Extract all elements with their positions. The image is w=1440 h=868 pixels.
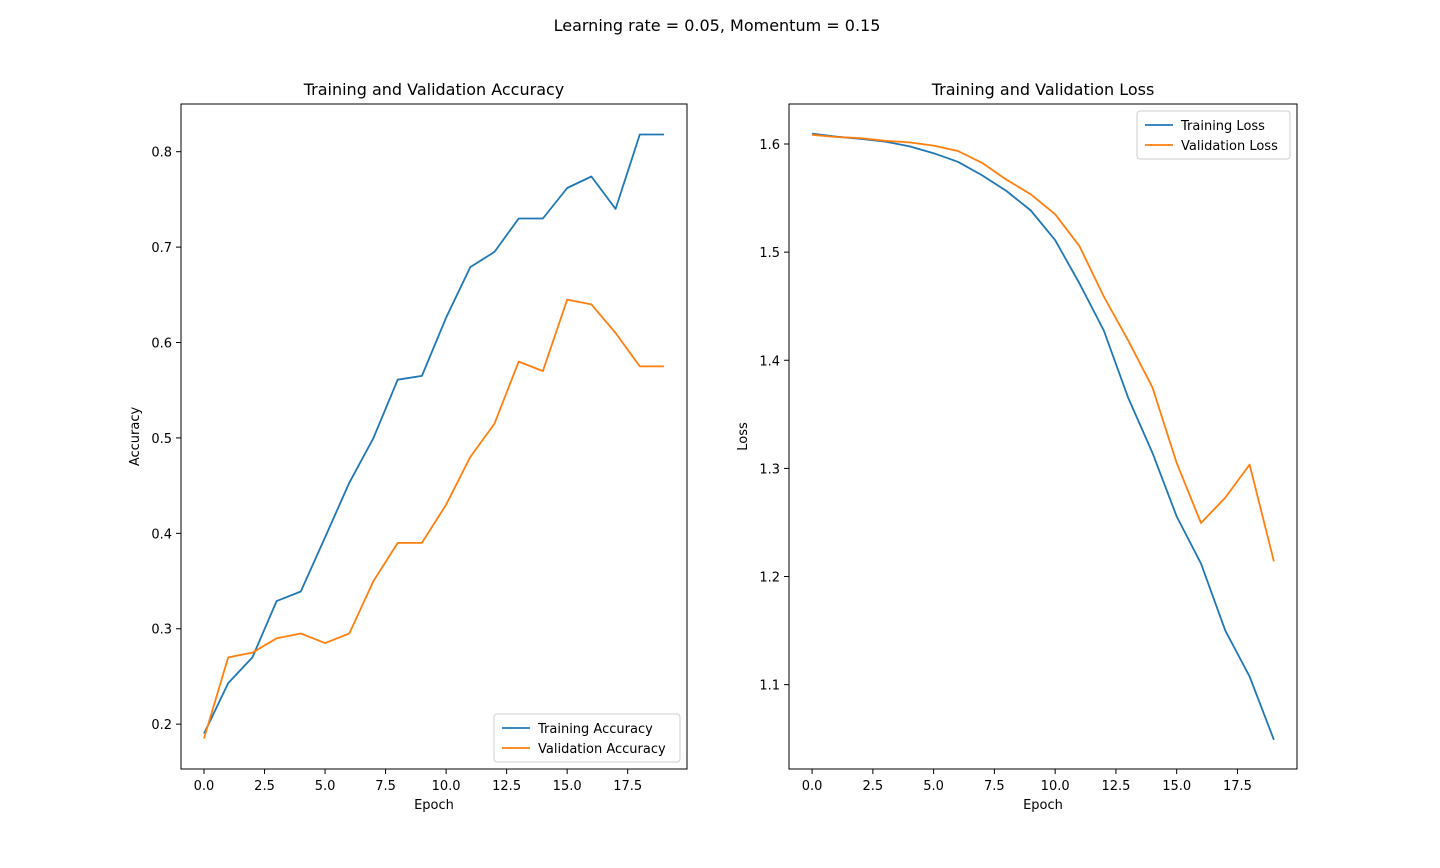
- x-tick-label: 10.0: [1041, 779, 1070, 794]
- chart-2: Training and Validation Loss 0.0 2.5 5.0 7.5…: [736, 80, 1298, 813]
- x-axis-label: Epoch: [414, 798, 454, 813]
- series-line: [812, 133, 1275, 562]
- y-tick-label: 1.2: [759, 571, 780, 586]
- series-line: [203, 298, 664, 739]
- x-tick-label: 0.0: [802, 779, 823, 794]
- x-axis-label: Epoch: [1023, 798, 1063, 813]
- plot-frame: [788, 103, 1298, 770]
- y-tick-label: 0.3: [151, 623, 172, 638]
- legend-label: Training Loss: [1180, 119, 1265, 134]
- legend: Training Accuracy Validation Accuracy: [493, 713, 681, 763]
- legend-box: [493, 713, 681, 763]
- y-tick-label: 1.3: [759, 462, 780, 477]
- x-tick-label: 2.5: [254, 779, 275, 794]
- y-tick-label: 0.5: [151, 432, 172, 447]
- y-tick-label: 1.4: [759, 354, 780, 369]
- y-tick-label: 0.4: [151, 527, 172, 542]
- y-tick-label: 1.6: [759, 138, 780, 153]
- x-tick-label: 15.0: [553, 779, 582, 794]
- y-axis-label: Accuracy: [128, 407, 143, 467]
- legend-label: Training Accuracy: [537, 722, 653, 737]
- x-tick-label: 17.5: [1223, 779, 1252, 794]
- x-tick-label: 2.5: [863, 779, 884, 794]
- legend-label: Validation Accuracy: [538, 742, 666, 757]
- y-tick-label: 0.7: [151, 241, 172, 256]
- x-tick-label: 12.5: [492, 779, 521, 794]
- x-tick-label: 5.0: [315, 779, 336, 794]
- chart-1: Training and Validation Accuracy 0.0 2.5 5.…: [128, 80, 688, 813]
- legend-box: [1136, 110, 1291, 160]
- legend: Training Loss Validation Loss: [1136, 110, 1291, 160]
- x-tick-label: 0.0: [194, 779, 215, 794]
- legend-label: Validation Loss: [1181, 139, 1278, 154]
- x-tick-label: 7.5: [984, 779, 1005, 794]
- x-tick-label: 5.0: [923, 779, 944, 794]
- y-tick-label: 0.2: [151, 718, 172, 733]
- x-tick-label: 10.0: [432, 779, 461, 794]
- figure-suptitle: Learning rate = 0.05, Momentum = 0.15: [554, 16, 881, 35]
- x-tick-label: 7.5: [375, 779, 396, 794]
- chart-title: Training and Validation Loss: [931, 80, 1155, 99]
- x-tick-label: 17.5: [613, 779, 642, 794]
- chart-title: Training and Validation Accuracy: [303, 80, 565, 99]
- plot-frame: [180, 103, 688, 770]
- y-tick-label: 1.5: [759, 246, 780, 261]
- x-tick-label: 12.5: [1101, 779, 1130, 794]
- y-axis-label: Loss: [736, 422, 751, 451]
- y-tick-label: 0.6: [151, 337, 172, 352]
- x-tick-label: 15.0: [1162, 779, 1191, 794]
- y-tick-label: 0.8: [151, 146, 172, 161]
- series-line: [811, 132, 1275, 741]
- series-line: [203, 133, 664, 735]
- y-tick-label: 1.1: [759, 679, 780, 694]
